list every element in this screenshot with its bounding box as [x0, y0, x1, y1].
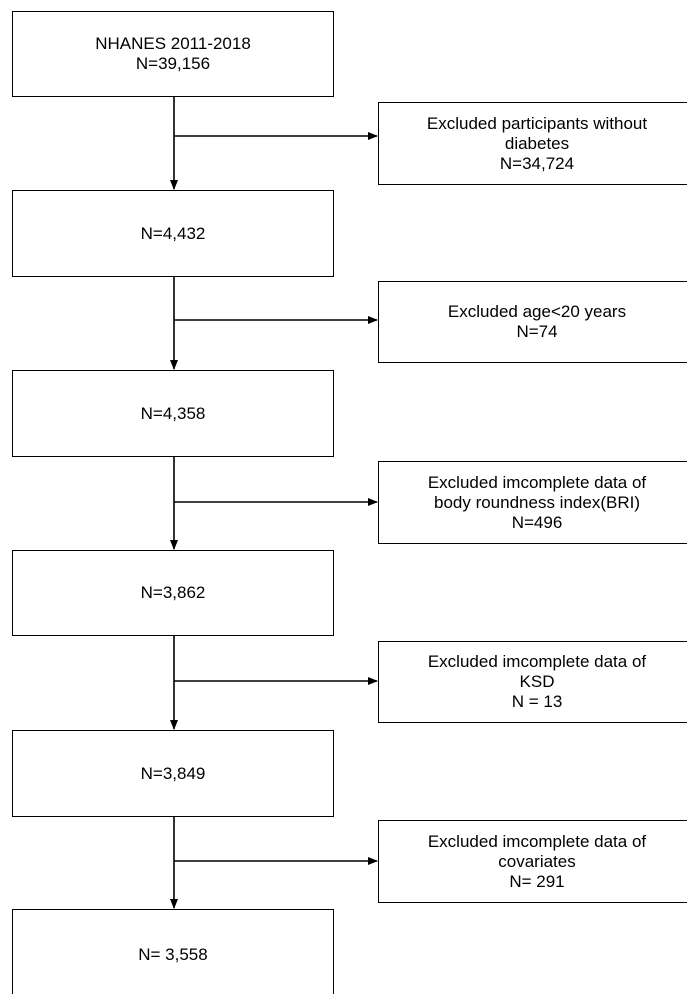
step-1-title: NHANES 2011-2018	[95, 34, 251, 53]
exclusion-5-line-1: Excluded imcomplete data of	[427, 831, 647, 851]
exclusion-1-line-3: N=34,724	[499, 153, 575, 173]
exclusion-4-line-3: N = 13	[511, 692, 563, 711]
exclusion-3-line-2: body roundness index(BRI)	[433, 492, 640, 512]
exclusion-4-line-2: KSD	[519, 672, 555, 691]
exclusion-1-line-1: Excluded participants without	[426, 113, 648, 133]
exclusion-3-line-1: Excluded imcomplete data of	[427, 472, 647, 492]
exclusion-box-bri: Excluded imcomplete data of body roundne…	[378, 461, 687, 544]
exclusion-1-line-2: diabetes	[504, 133, 570, 153]
exclusion-box-covariates: Excluded imcomplete data of covariates N…	[378, 820, 687, 903]
exclusion-box-ksd: Excluded imcomplete data of KSD N = 13	[378, 641, 687, 723]
step-6-count: N= 3,558	[138, 945, 208, 964]
step-5-count: N=3,849	[140, 763, 206, 783]
step-3-count: N=4,358	[140, 403, 206, 423]
step-2-count: N=4,432	[140, 223, 206, 243]
exclusion-4-line-1: Excluded imcomplete data of	[427, 652, 647, 671]
exclusion-5-line-2: covariates	[498, 851, 576, 871]
step-box-bri-complete: N=3,862	[12, 550, 334, 636]
step-4-count: N=3,862	[140, 583, 206, 602]
step-box-ksd-complete: N=3,849	[12, 730, 334, 817]
exclusion-5-line-3: N= 291	[509, 871, 565, 891]
step-box-adults: N=4,358	[12, 370, 334, 457]
step-1-count: N=39,156	[135, 54, 211, 73]
exclusion-box-no-diabetes: Excluded participants without diabetes N…	[378, 102, 687, 185]
exclusion-3-line-3: N=496	[511, 512, 563, 532]
step-box-nhanes-total: NHANES 2011-2018 N=39,156	[12, 11, 334, 97]
step-box-diabetes: N=4,432	[12, 190, 334, 277]
exclusion-box-age: Excluded age<20 years N=74	[378, 281, 687, 363]
step-box-final-sample: N= 3,558	[12, 909, 334, 994]
exclusion-2-line-1: Excluded age<20 years	[447, 302, 627, 321]
exclusion-2-line-2: N=74	[516, 322, 558, 341]
